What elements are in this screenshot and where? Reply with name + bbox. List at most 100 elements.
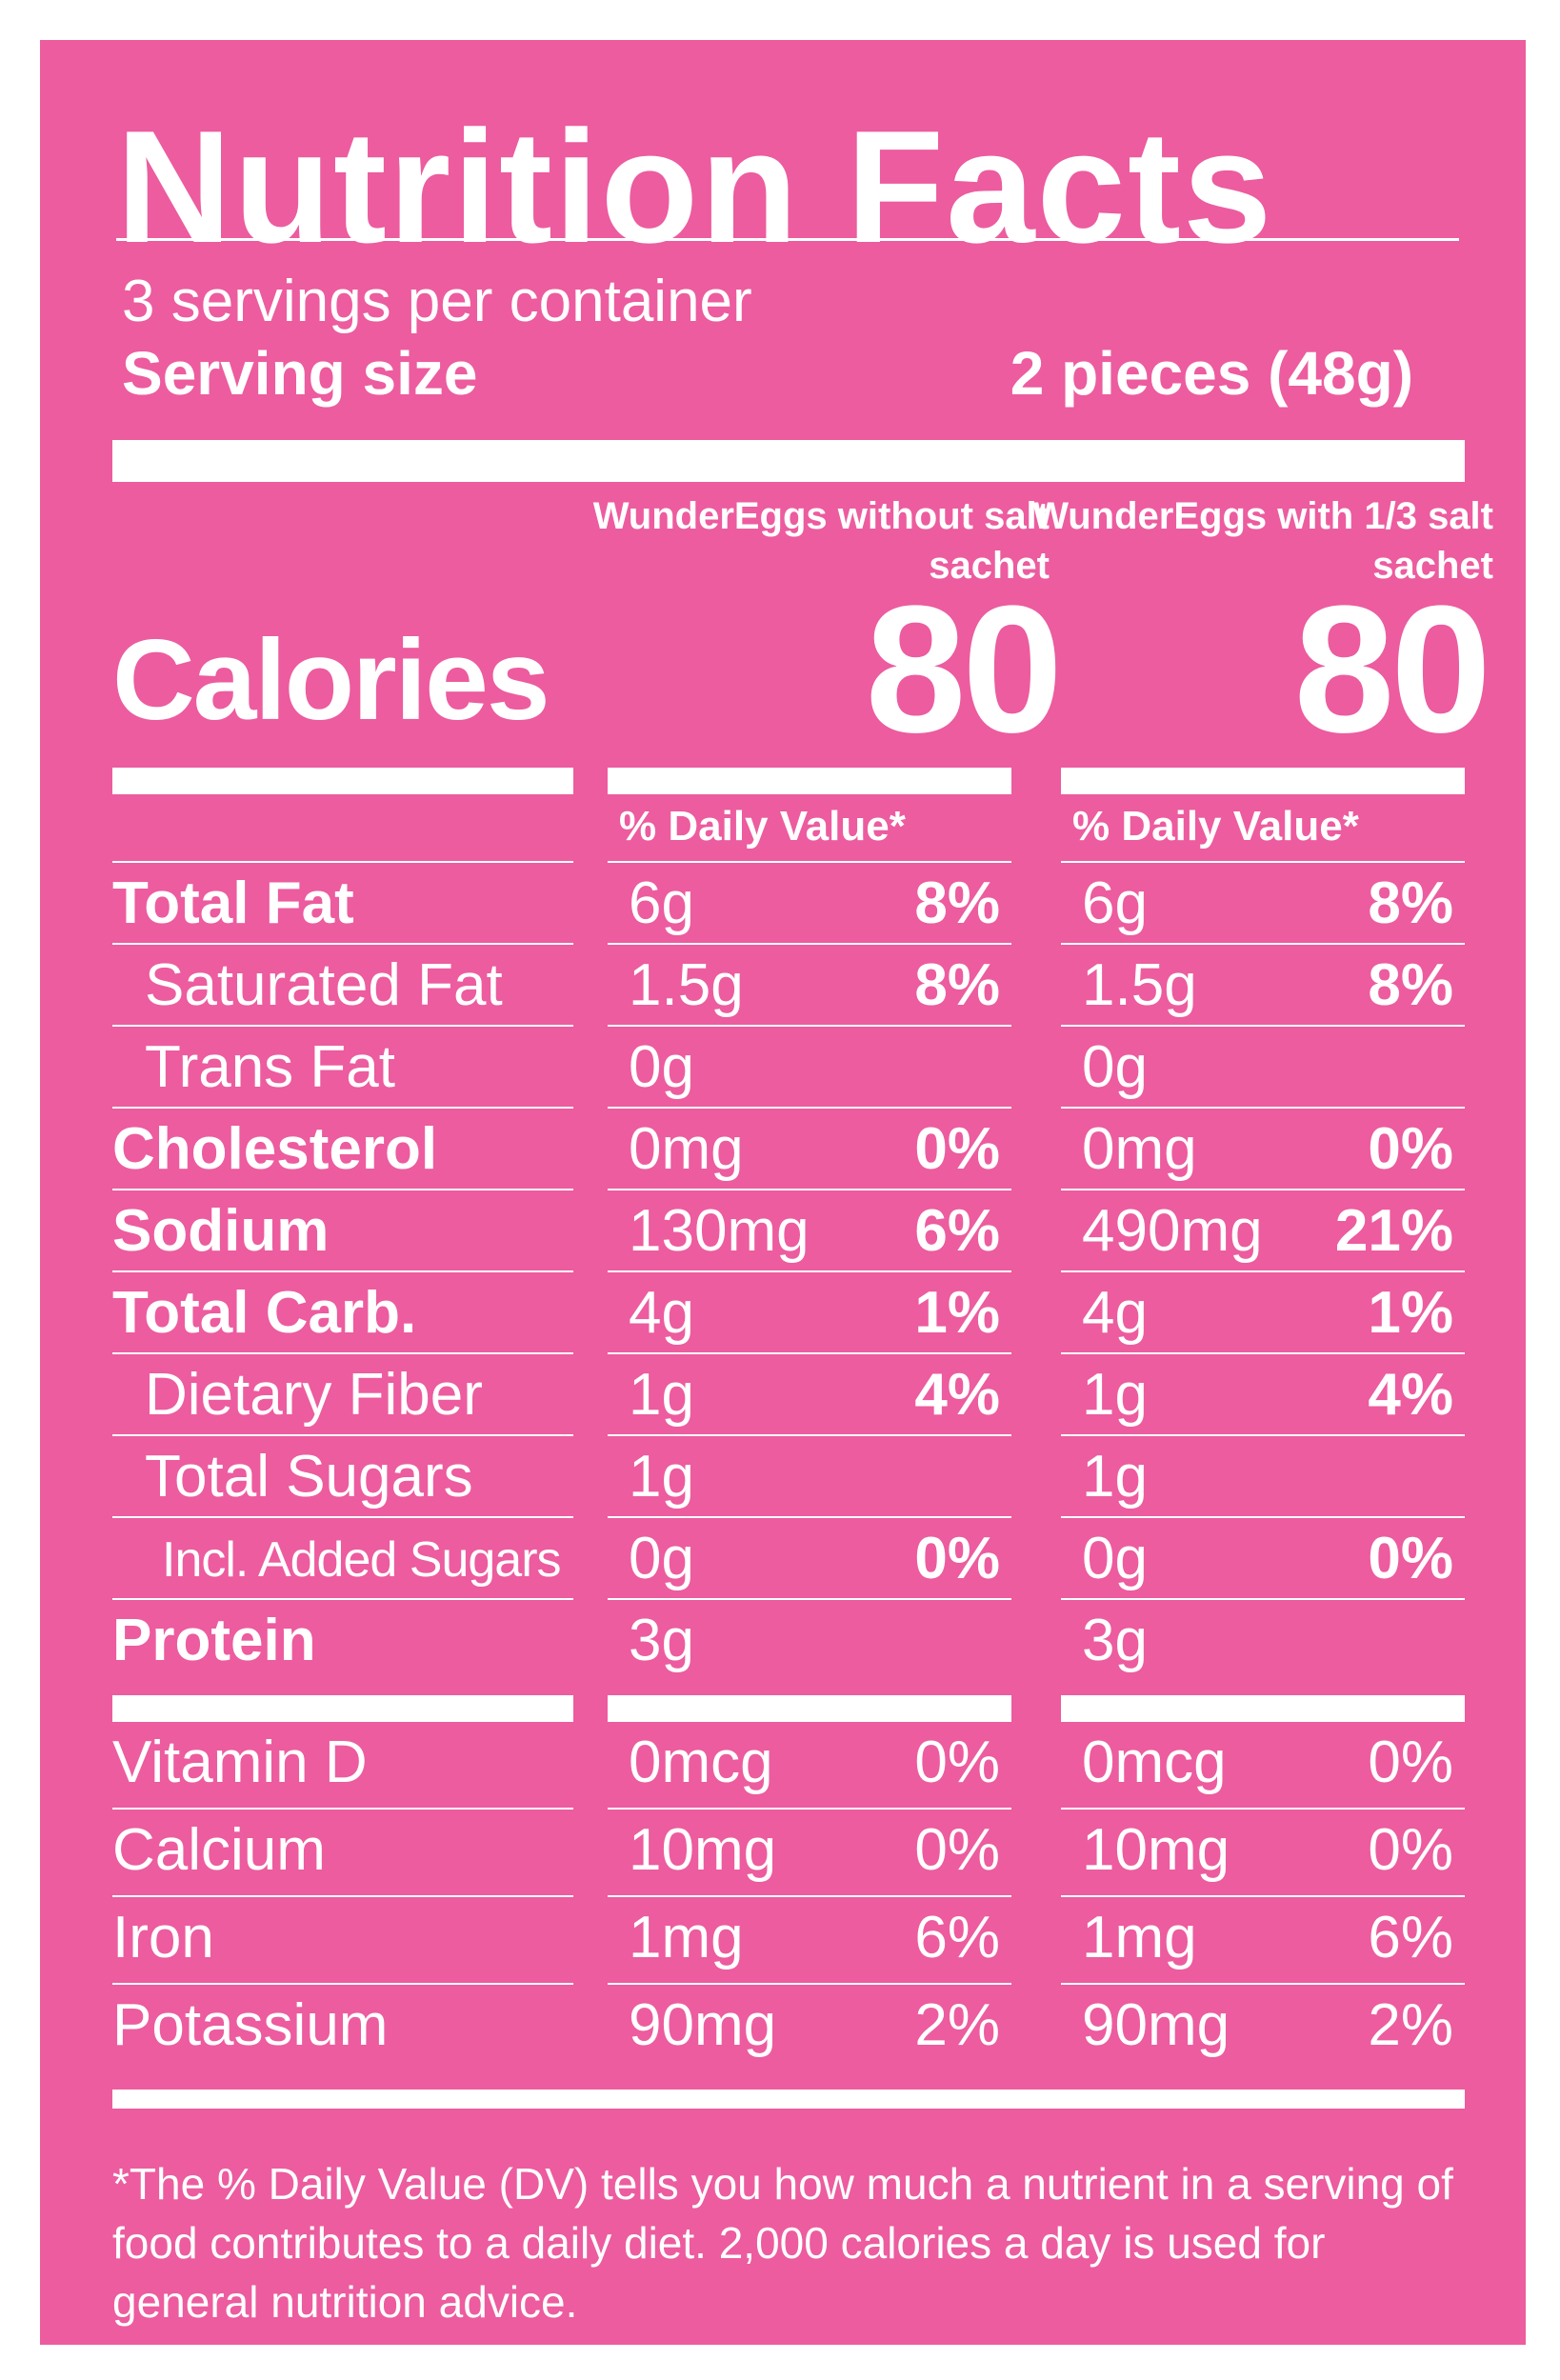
row-divider <box>112 1025 573 1027</box>
row-divider <box>112 1189 573 1190</box>
servings-per-container: 3 servings per container <box>122 269 752 334</box>
vitamin-dv-col1: 0% <box>914 1730 1000 1795</box>
column-header-without-salt: WunderEggs without salt sachet <box>592 495 1050 587</box>
nutrient-amount-col2: 0mg <box>1082 1116 1197 1182</box>
nutrient-amount-col1: 130mg <box>629 1198 810 1264</box>
nutrient-dv-col2: 21% <box>1334 1198 1453 1264</box>
vitamin-row: Vitamin D 0mcg 0% 0mcg 0% <box>40 1722 1526 1810</box>
row-divider <box>608 1025 1011 1027</box>
nutrient-row: Incl. Added Sugars 0g 0% 0g 0% <box>40 1518 1526 1600</box>
row-divider <box>1061 1808 1465 1810</box>
nutrient-dv-col1: 8% <box>914 870 1000 936</box>
row-divider <box>112 1895 573 1897</box>
row-divider <box>112 943 573 945</box>
thick-rule-top <box>112 440 1465 482</box>
row-divider <box>608 1352 1011 1354</box>
row-divider <box>112 1598 573 1600</box>
nutrient-amount-col2: 3g <box>1082 1608 1148 1673</box>
nutrient-amount-col1: 3g <box>629 1608 694 1673</box>
calories-rule-col1 <box>608 768 1011 794</box>
nutrient-label: Total Carb. <box>112 1280 417 1346</box>
nutrient-amount-col1: 4g <box>629 1280 694 1346</box>
row-divider <box>608 1189 1011 1190</box>
vitamin-amount-col1: 0mcg <box>629 1730 773 1795</box>
nutrient-row: Cholesterol 0mg 0% 0mg 0% <box>40 1109 1526 1190</box>
row-divider <box>112 1107 573 1109</box>
calories-label: Calories <box>112 616 550 744</box>
calories-value-with-salt: 80 <box>1293 569 1491 770</box>
nutrient-label: Incl. Added Sugars <box>162 1532 562 1588</box>
serving-size-label: Serving size <box>122 339 478 408</box>
nutrient-amount-col1: 6g <box>629 870 694 936</box>
nutrient-amount-col2: 1g <box>1082 1362 1148 1428</box>
thick-rule-protein-label <box>112 1695 573 1722</box>
row-divider <box>608 1895 1011 1897</box>
vitamin-amount-col2: 10mg <box>1082 1817 1230 1883</box>
vitamin-amount-col1: 1mg <box>629 1905 744 1970</box>
nutrient-row: Total Fat 6g 8% 6g 8% <box>40 863 1526 945</box>
nutrient-amount-col2: 6g <box>1082 870 1148 936</box>
vitamin-amount-col1: 10mg <box>629 1817 777 1883</box>
row-divider <box>1061 1352 1465 1354</box>
nutrient-dv-col1: 6% <box>914 1198 1000 1264</box>
nutrient-amount-col1: 1.5g <box>629 952 744 1018</box>
nutrient-dv-col1: 4% <box>914 1362 1000 1428</box>
row-divider <box>1061 943 1465 945</box>
nutrient-dv-col2: 0% <box>1368 1116 1453 1182</box>
row-divider <box>1061 1189 1465 1190</box>
calories-rule-label <box>112 768 573 794</box>
row-divider <box>1061 1025 1465 1027</box>
row-divider <box>608 1270 1011 1272</box>
nutrient-dv-col2: 8% <box>1368 870 1453 936</box>
vitamin-label: Calcium <box>112 1817 326 1883</box>
nutrient-row: Trans Fat 0g 0g <box>40 1027 1526 1109</box>
nutrient-amount-col1: 0g <box>629 1034 694 1100</box>
nutrition-facts-title: Nutrition Facts <box>116 97 1274 276</box>
nutrient-label: Saturated Fat <box>145 952 503 1018</box>
row-divider <box>1061 1983 1465 1985</box>
row-divider <box>1061 1107 1465 1109</box>
vitamin-dv-col2: 0% <box>1368 1817 1453 1883</box>
thick-rule-bottom <box>112 2090 1465 2109</box>
serving-size-value: 2 pieces (48g) <box>1010 339 1413 408</box>
vitamin-dv-col2: 0% <box>1368 1730 1453 1795</box>
vitamin-dv-col1: 6% <box>914 1905 1000 1970</box>
vitamin-amount-col2: 90mg <box>1082 1992 1230 2058</box>
nutrient-row: Saturated Fat 1.5g 8% 1.5g 8% <box>40 945 1526 1027</box>
nutrient-dv-col2: 4% <box>1368 1362 1453 1428</box>
nutrient-amount-col1: 0g <box>629 1526 694 1591</box>
daily-value-header-col1: % Daily Value* <box>619 803 906 850</box>
row-divider <box>608 1983 1011 1985</box>
vitamin-label: Iron <box>112 1905 214 1970</box>
daily-value-header-col2: % Daily Value* <box>1072 803 1359 850</box>
vitamin-label: Potassium <box>112 1992 389 2058</box>
calories-value-without-salt: 80 <box>865 569 1063 770</box>
nutrient-label: Trans Fat <box>145 1034 395 1100</box>
vitamin-dv-col2: 2% <box>1368 1992 1453 2058</box>
nutrient-amount-col2: 0g <box>1082 1526 1148 1591</box>
nutrient-row: Sodium 130mg 6% 490mg 21% <box>40 1190 1526 1272</box>
nutrient-amount-col2: 490mg <box>1082 1198 1263 1264</box>
vitamin-amount-col1: 90mg <box>629 1992 777 2058</box>
nutrient-amount-col1: 0mg <box>629 1116 744 1182</box>
vitamin-dv-col1: 0% <box>914 1817 1000 1883</box>
vitamin-dv-col1: 2% <box>914 1992 1000 2058</box>
title-rule <box>116 238 1459 241</box>
vitamin-row: Potassium 90mg 2% 90mg 2% <box>40 1985 1526 2072</box>
vitamin-row: Calcium 10mg 0% 10mg 0% <box>40 1810 1526 1897</box>
row-divider <box>608 1107 1011 1109</box>
row-divider <box>112 1434 573 1436</box>
row-divider <box>608 1516 1011 1518</box>
nutrient-label: Cholesterol <box>112 1116 438 1182</box>
row-divider <box>112 1808 573 1810</box>
daily-value-footnote: *The % Daily Value (DV) tells you how mu… <box>112 2159 1453 2327</box>
row-divider <box>608 943 1011 945</box>
nutrient-dv-col2: 0% <box>1368 1526 1453 1591</box>
row-divider <box>608 1598 1011 1600</box>
nutrient-amount-col2: 0g <box>1082 1034 1148 1100</box>
column-header-with-salt: WunderEggs with 1/3 salt sachet <box>1032 495 1493 587</box>
nutrient-dv-col1: 8% <box>914 952 1000 1018</box>
vitamin-dv-col2: 6% <box>1368 1905 1453 1970</box>
thick-rule-protein-col1 <box>608 1695 1011 1722</box>
row-divider <box>112 1516 573 1518</box>
